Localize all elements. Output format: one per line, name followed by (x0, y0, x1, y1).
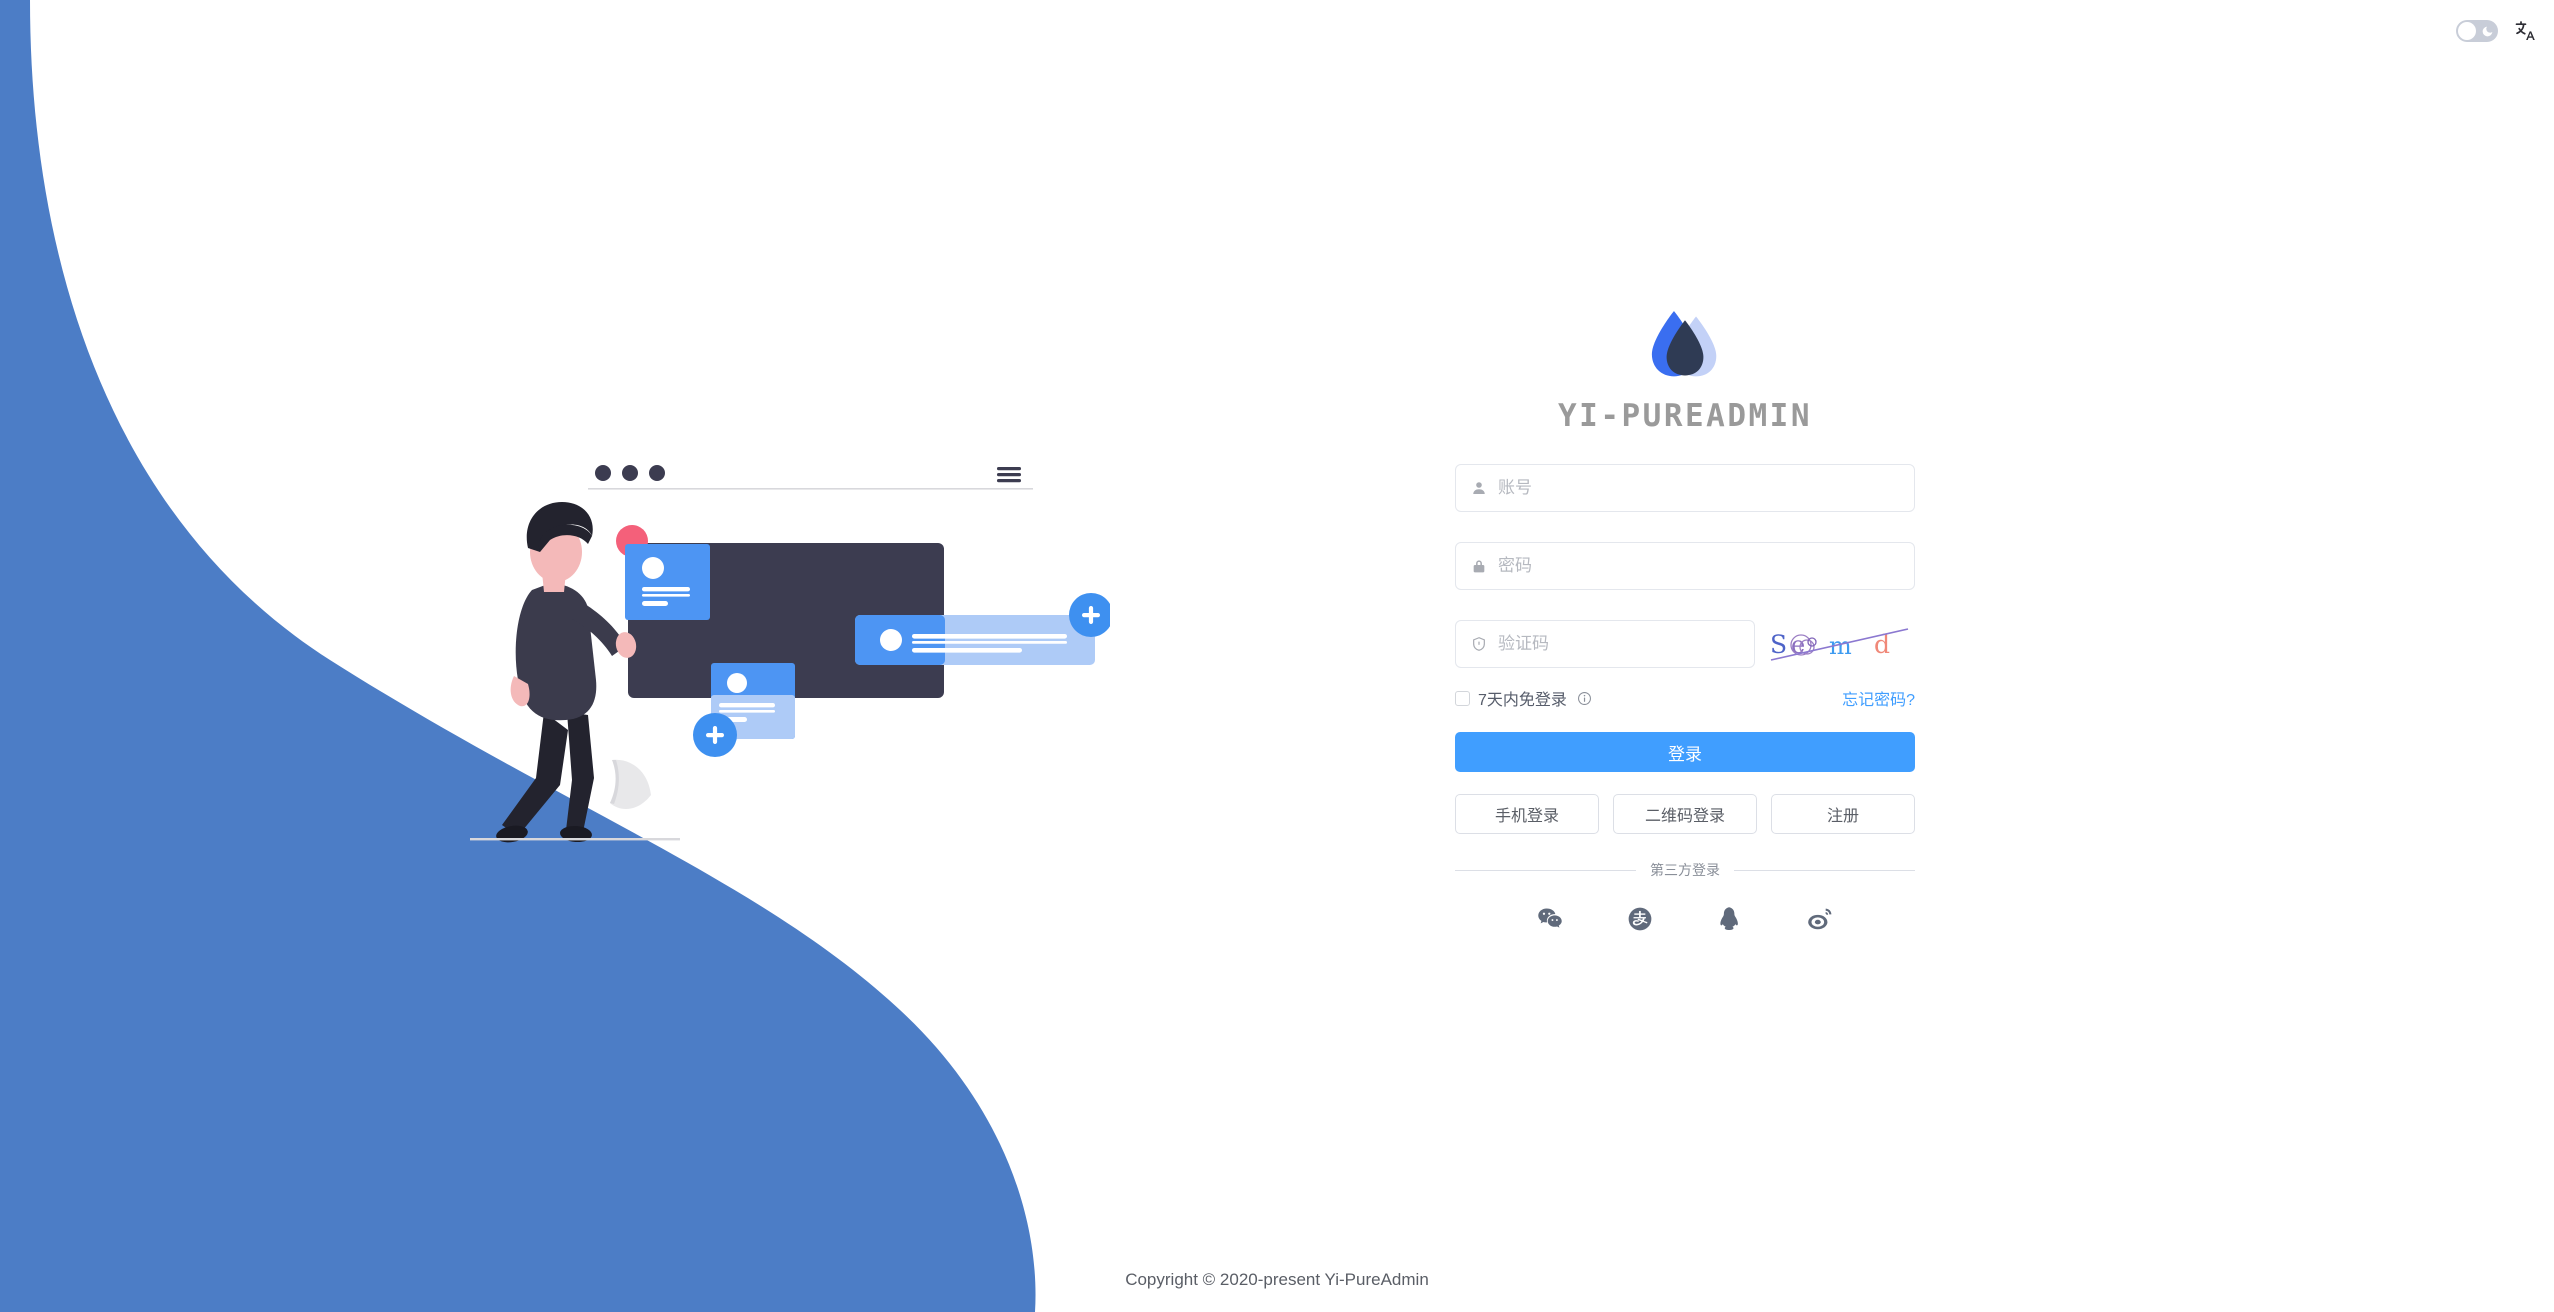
top-controls (2456, 18, 2538, 44)
toggle-knob (2458, 22, 2476, 40)
divider-label: 第三方登录 (1650, 862, 1720, 878)
divider-line-left (1455, 869, 1636, 871)
captcha-input[interactable] (1498, 621, 1740, 667)
captcha-image[interactable]: S e m d (1767, 620, 1913, 668)
logo-wrap (1455, 300, 1915, 392)
username-field[interactable] (1455, 464, 1915, 512)
svg-text:S: S (1770, 630, 1787, 659)
register-button[interactable]: 注册 (1771, 794, 1915, 834)
remember-me-checkbox[interactable]: 7天内免登录 (1455, 686, 1592, 710)
footer-copyright: Copyright © 2020-present Yi-PureAdmin (1125, 1270, 1429, 1289)
lock-icon (1470, 557, 1488, 575)
username-input[interactable] (1498, 465, 1900, 511)
illustration-browser-bar (588, 465, 1033, 490)
weibo-icon[interactable] (1805, 904, 1835, 934)
login-button[interactable]: 登录 (1455, 732, 1915, 772)
language-switch[interactable] (2512, 18, 2538, 44)
illustration-leaf (610, 759, 651, 809)
third-party-icons (1455, 904, 1915, 934)
forgot-password-link[interactable]: 忘记密码? (1842, 692, 1915, 709)
water-drop-logo-icon (1651, 311, 1717, 377)
divider-line-right (1734, 869, 1915, 871)
dark-mode-toggle[interactable] (2456, 20, 2498, 42)
checkbox-box[interactable] (1455, 690, 1470, 706)
moon-icon (2482, 26, 2493, 36)
info-circle-icon[interactable] (1577, 691, 1592, 706)
user-icon (1470, 479, 1488, 497)
third-party-divider: 第三方登录 (1455, 860, 1915, 880)
login-panel: YI-PUREADMIN (1455, 300, 1915, 934)
login-illustration (470, 465, 1110, 843)
svg-text:d: d (1874, 630, 1890, 659)
shield-icon (1470, 635, 1488, 653)
captcha-field[interactable] (1455, 620, 1755, 668)
page-title: YI-PUREADMIN (1558, 398, 1812, 434)
svg-text:m: m (1829, 632, 1852, 660)
alipay-icon[interactable] (1625, 904, 1655, 934)
alt-login-buttons: 手机登录 二维码登录 注册 (1455, 794, 1915, 834)
illustration-card-top (625, 544, 710, 620)
qq-icon[interactable] (1715, 904, 1745, 934)
password-field[interactable] (1455, 542, 1915, 590)
captcha-row: S e m d (1455, 620, 1915, 668)
options-row: 7天内免登录 忘记密码? (1455, 686, 1915, 710)
hamburger-menu-icon (997, 467, 1021, 483)
password-input[interactable] (1498, 543, 1900, 589)
phone-login-button[interactable]: 手机登录 (1455, 794, 1599, 834)
wechat-icon[interactable] (1535, 904, 1565, 934)
remember-me-label: 7天内免登录 (1478, 692, 1567, 709)
translate-icon (2515, 21, 2535, 40)
qrcode-login-button[interactable]: 二维码登录 (1613, 794, 1757, 834)
